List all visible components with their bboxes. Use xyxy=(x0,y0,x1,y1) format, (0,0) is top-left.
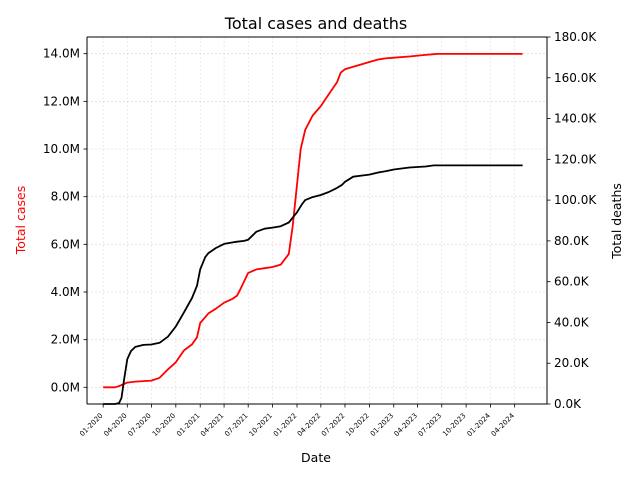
series-layer xyxy=(103,53,523,405)
chart-title: Total cases and deaths xyxy=(224,14,407,33)
total-deaths-line xyxy=(103,164,523,405)
y-left-tick-label: 6.0M xyxy=(51,237,80,251)
y-left-tick-label: 0.0M xyxy=(51,380,80,394)
y-right-tick-label: 40.0K xyxy=(554,315,590,329)
total-cases-line xyxy=(103,53,523,389)
y-right-tick-label: 180.0K xyxy=(554,30,597,44)
y-left-tick-label: 8.0M xyxy=(51,190,80,204)
y-left-tick-label: 4.0M xyxy=(51,285,80,299)
y-right-tick-label: 80.0K xyxy=(554,234,590,248)
y-left-tick-label: 2.0M xyxy=(51,333,80,347)
y-right-tick-label: 120.0K xyxy=(554,152,597,166)
right-y-axis-label: Total deaths xyxy=(609,183,624,260)
y-left-tick-label: 10.0M xyxy=(43,142,80,156)
y-right-tick-label: 140.0K xyxy=(554,112,597,126)
y-right-tick-label: 100.0K xyxy=(554,193,597,207)
y-right-tick-label: 0.0K xyxy=(554,397,582,411)
x-axis-label: Date xyxy=(301,450,331,465)
y-left-tick-label: 14.0M xyxy=(43,47,80,61)
y-left-tick-label: 12.0M xyxy=(43,94,80,108)
y-right-tick-label: 60.0K xyxy=(554,275,590,289)
y-right-tick-label: 20.0K xyxy=(554,356,590,370)
y-right-tick-label: 160.0K xyxy=(554,71,597,85)
left-y-axis-label: Total cases xyxy=(13,186,28,255)
